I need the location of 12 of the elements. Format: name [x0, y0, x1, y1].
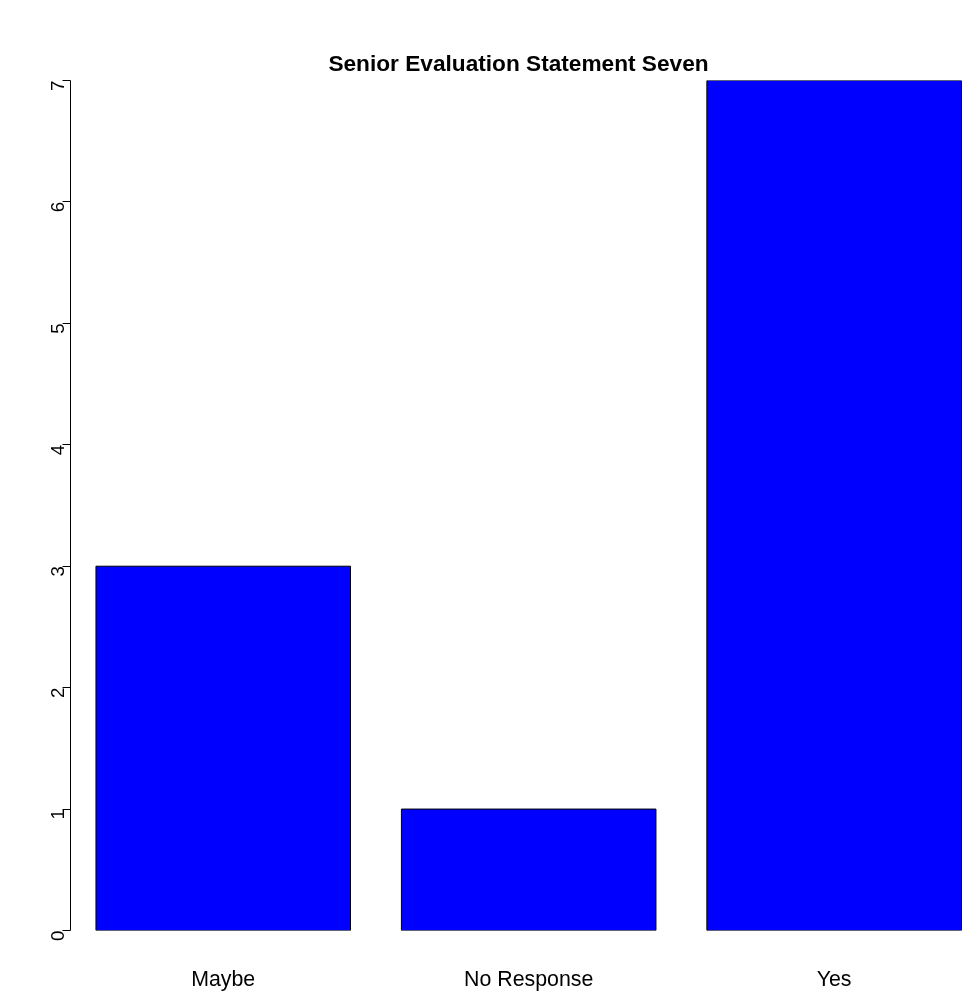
y-tick-label: 2 — [47, 687, 68, 699]
y-tick-label: 4 — [47, 444, 68, 456]
chart-title: Senior Evaluation Statement Seven — [328, 49, 709, 76]
x-tick-label: Yes — [816, 966, 852, 991]
x-tick-label: Maybe — [191, 966, 256, 991]
x-tick-label: No Response — [464, 966, 594, 991]
y-tick-label: 3 — [47, 566, 68, 577]
y-tick-label: 6 — [47, 201, 68, 213]
y-tick-label: 7 — [47, 80, 68, 91]
y-tick-label: 0 — [47, 930, 68, 941]
y-tick-label: 1 — [47, 809, 68, 820]
y-tick-label: 5 — [47, 323, 68, 334]
